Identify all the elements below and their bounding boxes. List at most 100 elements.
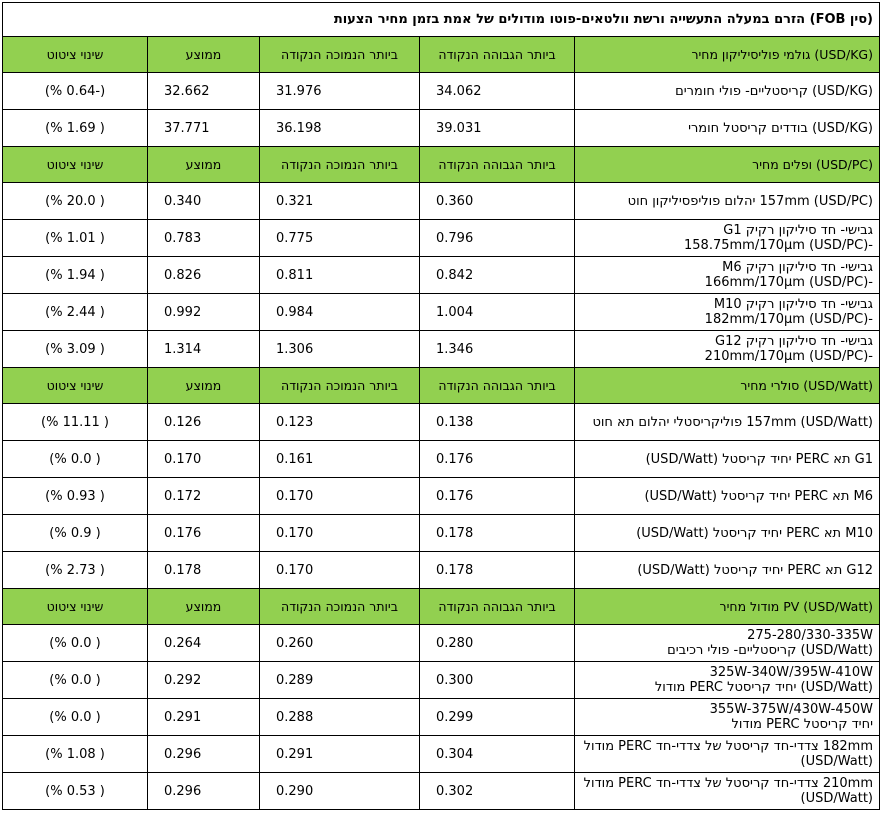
cell-avg: 0.178 (147, 551, 260, 589)
cell-low: 0.984 (259, 293, 420, 331)
cell-low: 0.289 (259, 661, 420, 699)
section-header-label: (USD/Watt) סולרי מחיר (574, 367, 880, 404)
section-header-label: (USD/PC) ופלים מחיר (574, 146, 880, 183)
cell-change: ( 0.0 %) (2, 624, 148, 662)
cell-change: ( 0.0 %) (2, 698, 148, 736)
section-header-label: (USD/KG) גולמי פוליסיליקון מחיר (574, 36, 880, 73)
row-label-line: 275-280/330-335W (747, 628, 873, 643)
row-label: גבישי- חד סיליקון רקיק M10 -182mm/170µm (… (574, 293, 880, 331)
cell-avg: 0.291 (147, 698, 260, 736)
row-label-line: גבישי- חד סיליקון רקיק G1 (723, 223, 873, 238)
cell-avg: 1.314 (147, 330, 260, 368)
table-row: 275-280/330-335W (USD/Watt) קריסטליים- פו… (2, 624, 880, 662)
row-label-line: 325W-340W/395W-410W (709, 665, 873, 680)
column-header-change: שינוי ציטוט (2, 367, 148, 404)
row-label-line: (USD/Watt) יחיד קריסטל PERC מודול (654, 680, 873, 695)
cell-avg: 0.296 (147, 772, 260, 810)
cell-change: ( 0.9 %) (2, 514, 148, 552)
cell-high: 39.031 (419, 109, 575, 147)
row-label-line: יחיד קריסטל PERC מודול (731, 717, 873, 732)
row-label: 325W-340W/395W-410W (USD/Watt) יחיד קריסט… (574, 661, 880, 699)
cell-change: ( 2.44 %) (2, 293, 148, 331)
row-label: 210mm צדדי-חד קריסטל של צדדי-חד PERC מוד… (574, 772, 880, 810)
cell-change: ( 11.11 %) (2, 403, 148, 441)
table-row: 157mm (USD/PC) יהלום פוליפסיליקון חוט 0.3… (2, 182, 880, 220)
cell-high: 0.280 (419, 624, 575, 662)
cell-low: 0.290 (259, 772, 420, 810)
section-header-row: (USD/Watt) סולרי מחיר ביותר הגבוהה הנקודה… (2, 367, 880, 404)
row-label: 157mm (USD/Watt) פוליקריסטלי יהלום תא חו… (574, 403, 880, 441)
table-row: 325W-340W/395W-410W (USD/Watt) יחיד קריסט… (2, 661, 880, 699)
cell-avg: 0.292 (147, 661, 260, 699)
cell-avg: 0.264 (147, 624, 260, 662)
row-label: (USD/KG) קריסטליים- פולי חומרים (574, 72, 880, 110)
section-header-row: (USD/KG) גולמי פוליסיליקון מחיר ביותר הגב… (2, 36, 880, 73)
cell-avg: 0.296 (147, 735, 260, 773)
cell-high: 0.178 (419, 514, 575, 552)
row-label-line: -158.75mm/170µm (USD/PC) (684, 238, 873, 253)
cell-high: 34.062 (419, 72, 575, 110)
column-header-avg: ממוצע (147, 588, 260, 625)
cell-low: 36.198 (259, 109, 420, 147)
column-header-low: ביותר הנמוכה הנקודה (259, 588, 420, 625)
cell-high: 0.842 (419, 256, 575, 294)
cell-low: 0.170 (259, 514, 420, 552)
column-header-change: שינוי ציטוט (2, 146, 148, 183)
cell-change: ( 2.73 %) (2, 551, 148, 589)
cell-change: ( 0.53 %) (2, 772, 148, 810)
row-label-line: גבישי- חד סיליקון רקיק M10 (713, 297, 873, 312)
table-row: M10 תא PERC יחיד קריסטל (USD/Watt) 0.178 0… (2, 514, 880, 552)
row-label: G1 תא PERC יחיד קריסטל (USD/Watt) (574, 440, 880, 478)
column-header-avg: ממוצע (147, 146, 260, 183)
row-label-line: 157mm (USD/Watt) פוליקריסטלי יהלום תא חו… (592, 414, 873, 430)
table-row: 210mm צדדי-חד קריסטל של צדדי-חד PERC מוד… (2, 772, 880, 810)
cell-low: 0.291 (259, 735, 420, 773)
table-row: G12 תא PERC יחיד קריסטל (USD/Watt) 0.178 0… (2, 551, 880, 589)
row-label-line: -182mm/170µm (USD/PC) (704, 312, 873, 327)
cell-avg: 0.992 (147, 293, 260, 331)
column-header-high: ביותר הגבוהה הנקודה (419, 36, 575, 73)
cell-low: 0.170 (259, 551, 420, 589)
cell-high: 0.302 (419, 772, 575, 810)
row-label-line: G1 תא PERC יחיד קריסטל (USD/Watt) (645, 451, 873, 467)
column-header-low: ביותר הנמוכה הנקודה (259, 146, 420, 183)
cell-change: (-0.64 %) (2, 72, 148, 110)
cell-avg: 0.783 (147, 219, 260, 257)
row-label-line: (USD/KG) קריסטליים- פולי חומרים (675, 83, 873, 99)
cell-avg: 0.172 (147, 477, 260, 515)
cell-high: 0.360 (419, 182, 575, 220)
row-label: G12 תא PERC יחיד קריסטל (USD/Watt) (574, 551, 880, 589)
title-row: (סין FOB) הזרם במעלה התעשייה ורשת וולטאי… (2, 2, 880, 37)
cell-low: 0.260 (259, 624, 420, 662)
price-table: (סין FOB) הזרם במעלה התעשייה ורשת וולטאי… (2, 2, 880, 810)
cell-avg: 0.826 (147, 256, 260, 294)
cell-low: 0.123 (259, 403, 420, 441)
cell-avg: 0.170 (147, 440, 260, 478)
cell-change: ( 1.08 %) (2, 735, 148, 773)
table-row: (USD/KG) קריסטליים- פולי חומרים 34.062 31.… (2, 72, 880, 110)
cell-low: 0.321 (259, 182, 420, 220)
cell-low: 31.976 (259, 72, 420, 110)
row-label: 182mm צדדי-חד קריסטל של צדדי-חד PERC מוד… (574, 735, 880, 773)
cell-change: ( 0.0 %) (2, 661, 148, 699)
cell-change: ( 1.69 %) (2, 109, 148, 147)
cell-high: 0.176 (419, 440, 575, 478)
row-label: 275-280/330-335W (USD/Watt) קריסטליים- פו… (574, 624, 880, 662)
column-header-avg: ממוצע (147, 36, 260, 73)
column-header-high: ביותר הגבוהה הנקודה (419, 367, 575, 404)
column-header-low: ביותר הנמוכה הנקודה (259, 367, 420, 404)
row-label-line: 210mm צדדי-חד קריסטל של צדדי-חד PERC מוד… (583, 776, 873, 791)
table-row: 157mm (USD/Watt) פוליקריסטלי יהלום תא חו… (2, 403, 880, 441)
section-header-label: PV (USD/Watt) מודול מחיר (574, 588, 880, 625)
row-label: (USD/KG) בודדים קריסטל חומרי (574, 109, 880, 147)
cell-high: 1.346 (419, 330, 575, 368)
cell-high: 0.796 (419, 219, 575, 257)
row-label-line: -166mm/170µm (USD/PC) (704, 275, 873, 290)
row-label-line: גבישי- חד סיליקון רקיק G12 (715, 334, 873, 349)
table-row: גבישי- חד סיליקון רקיק M10 -182mm/170µm (… (2, 293, 880, 331)
cell-low: 0.170 (259, 477, 420, 515)
cell-low: 1.306 (259, 330, 420, 368)
row-label: גבישי- חד סיליקון רקיק G1 -158.75mm/170µm… (574, 219, 880, 257)
row-label: M10 תא PERC יחיד קריסטל (USD/Watt) (574, 514, 880, 552)
row-label-line: G12 תא PERC יחיד קריסטל (USD/Watt) (637, 562, 873, 578)
